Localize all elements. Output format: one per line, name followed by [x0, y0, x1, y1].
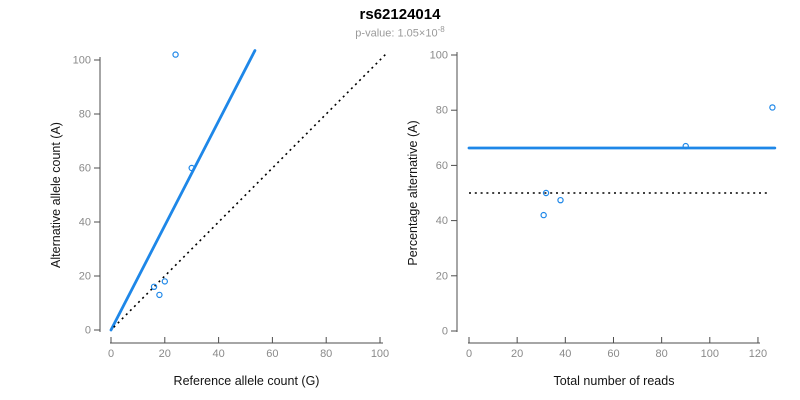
y-tick-label: 20 — [79, 271, 91, 283]
x-tick-label: 100 — [371, 348, 389, 360]
x-tick-label: 40 — [212, 348, 224, 360]
data-point — [161, 278, 168, 285]
allele-counts-panel: 0 20 40 60 80 100 0 20 40 60 80 100 Reference allele… — [49, 49, 389, 388]
data-point — [188, 164, 195, 172]
y-tick-label: 0 — [442, 326, 448, 338]
data-point — [682, 142, 689, 150]
y-axis-title: Alternative allele count (A) — [49, 122, 63, 268]
x-tick-label: 80 — [656, 348, 668, 360]
data-point — [542, 189, 550, 197]
fit-line — [109, 49, 257, 332]
y-tick-label: 60 — [436, 160, 448, 172]
y-tick-label: 80 — [79, 109, 91, 121]
y-tick-label: 40 — [436, 215, 448, 227]
y-tick-label: 80 — [436, 105, 448, 117]
x-tick-label: 60 — [607, 348, 619, 360]
data-point — [557, 196, 564, 204]
data-point — [769, 104, 776, 111]
x-tick-label: 0 — [108, 348, 114, 360]
data-point — [540, 211, 547, 219]
x-axis-title: Reference allele count (G) — [174, 374, 320, 388]
x-tick-label: 120 — [749, 348, 767, 360]
y-tick-label: 60 — [79, 163, 91, 175]
data-point — [150, 283, 158, 290]
x-tick-label: 40 — [559, 348, 571, 360]
percentage-panel: 0 20 40 60 80 100 0 20 40 60 80 100 120 Total number … — [406, 50, 777, 388]
x-tick-label: 0 — [466, 348, 472, 360]
x-tick-label: 60 — [266, 348, 278, 360]
x-tick-label: 20 — [511, 348, 523, 360]
y-tick-label: 40 — [79, 217, 91, 229]
y-tick-label: 100 — [430, 50, 448, 62]
y-axis-title: Percentage alternative (A) — [406, 120, 420, 265]
y-tick-label: 100 — [73, 55, 91, 67]
y-tick-label: 0 — [85, 325, 91, 337]
x-tick-label: 100 — [701, 348, 719, 360]
x-axis-title: Total number of reads — [554, 374, 675, 388]
x-tick-label: 20 — [159, 348, 171, 360]
data-point — [172, 51, 179, 58]
x-tick-label: 80 — [320, 348, 332, 360]
y-tick-label: 20 — [436, 270, 448, 282]
data-point — [156, 291, 163, 299]
identity-line — [113, 54, 386, 328]
